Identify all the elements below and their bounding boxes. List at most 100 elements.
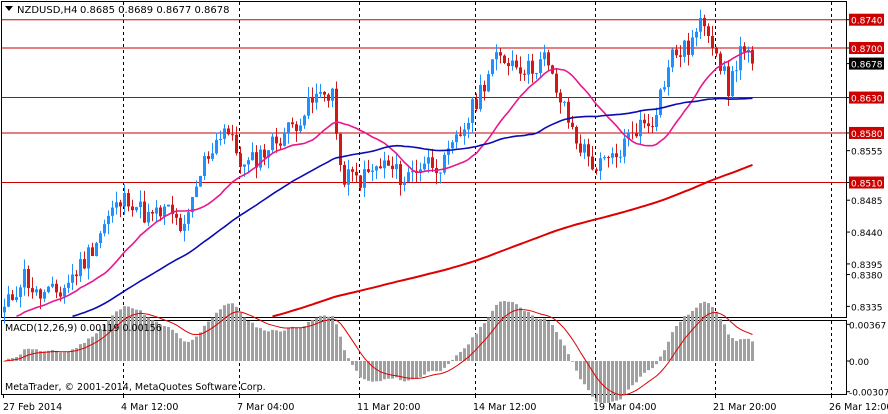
macd-tick-label: -0.00307 [849,389,888,399]
candle [743,42,746,60]
macd-bar [603,361,606,404]
macd-bar [495,304,498,361]
candle [663,80,666,92]
candle [191,196,194,218]
macd-bar [235,306,238,361]
candle [375,165,378,180]
macd-bar [591,361,594,397]
macd-bar [131,308,134,361]
macd-signal-line [4,308,753,396]
candle [155,200,158,223]
time-tick-label: 21 Mar 20:00 [713,402,776,413]
level-price-tag [849,91,884,104]
macd-bar [343,350,346,361]
price-level-lines [2,19,846,184]
macd-bar [691,310,694,361]
macd-bar [679,321,682,361]
candle [491,59,494,77]
macd-bar [491,310,494,361]
candle [423,156,426,171]
macd-bar [511,302,514,361]
macd-bar [487,317,490,361]
candle [479,74,482,112]
candle [715,46,718,57]
macd-bar [455,355,458,361]
macd-bar [351,361,354,365]
price-tick-label: 0.8700 [851,45,883,55]
candle [19,284,22,308]
macd-label: MACD(12,26,9) 0.00119 0.00156 [5,323,162,334]
candle [335,81,338,140]
macd-bar [243,317,246,361]
macd-bar [211,317,214,361]
macd-bar [551,325,554,361]
candle [363,160,366,197]
candle [527,53,530,84]
price-tick-label: 0.8395 [851,261,883,271]
macd-bar [371,361,374,382]
macd-bar [527,311,530,361]
candle [595,167,598,175]
candle [487,70,490,93]
copyright-text: MetaTrader, © 2001-2014, MetaQuotes Soft… [5,382,266,393]
menu-arrow-icon[interactable] [5,6,13,11]
macd-bar [583,361,586,385]
macd-bar [647,361,650,371]
macd-bar [155,321,158,361]
macd-bar [335,324,338,361]
macd-bar [587,361,590,391]
macd-bar [659,356,662,361]
macd-bar [227,303,230,361]
candle [23,259,26,296]
sma-line [272,163,753,318]
candle [539,51,542,77]
macd-bar [79,344,82,361]
candle [735,60,738,83]
macd-bar [479,326,482,361]
time-tick-label: 4 Mar 12:00 [121,402,178,413]
candle [679,45,682,68]
symbol-label: NZDUSD,H4 [17,5,77,16]
candle [299,118,302,133]
macd-bar [383,361,386,380]
candle [15,286,18,303]
time-tick-label: 14 Mar 12:00 [473,402,536,413]
macd-bar [311,320,314,361]
candle [615,143,618,168]
macd-bar [555,331,558,361]
macd-bar [663,350,666,361]
macd-bar [367,361,370,381]
sma-line [16,50,753,318]
candle [667,59,670,96]
macd-bar [655,361,658,365]
macd-bar [711,307,714,361]
macd-bar [83,342,86,361]
macd-bar [639,361,642,377]
candle [523,69,526,81]
candle [63,284,66,304]
macd-bar [331,316,334,361]
candles [3,9,754,324]
macd-indicator: 0.00367 0.00 -0.00307 [3,301,888,404]
candle [351,166,354,182]
candle [731,66,734,99]
price-tick-label: 0.8335 [851,303,883,313]
macd-bar [439,361,442,372]
macd-bar [159,324,162,361]
macd-bar [215,312,218,361]
macd-bar [303,326,306,361]
macd-bar [267,331,270,361]
candle [87,244,90,280]
macd-tick-label: 0.00367 [849,321,886,331]
macd-bar [539,318,542,361]
candle [199,175,202,187]
macd-bar [75,348,78,361]
level-price-tag [849,42,884,55]
macd-bar [115,311,118,361]
candle [547,49,550,72]
macd-bar [199,332,202,361]
candle [451,139,454,154]
candle [99,230,102,249]
candle [495,44,498,71]
candle [519,56,522,82]
